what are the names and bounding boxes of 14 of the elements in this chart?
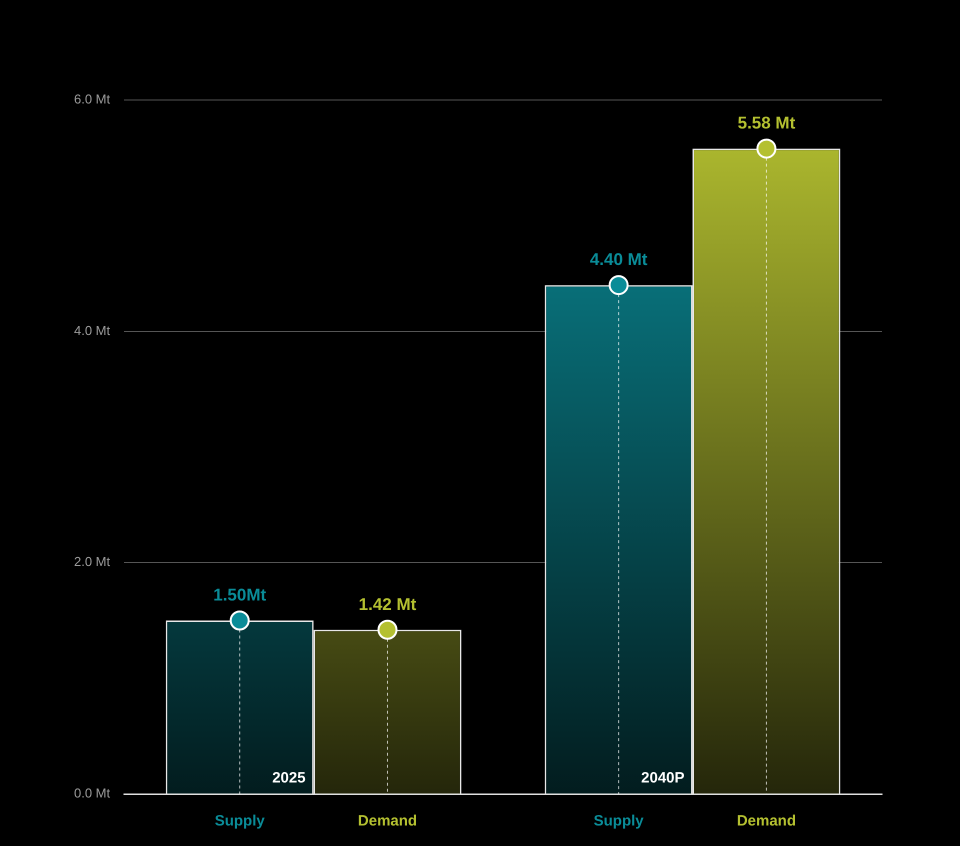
x-tick-label: 2040P <box>641 770 685 787</box>
y-tick-label: 6.0 Mt <box>74 92 111 107</box>
text: Demand <box>736 812 796 830</box>
data-label: 1.42 Mt <box>358 594 417 614</box>
y-tick-label: 2.0 Mt <box>74 554 111 570</box>
data-label: 5.58 Mt <box>738 114 796 133</box>
x-tick-label: 2025 <box>272 770 306 787</box>
data-label: 1.50Mt <box>213 586 266 604</box>
series-label: Supply <box>214 812 266 830</box>
y-tick-label: 4.0 Mt <box>74 322 111 338</box>
text: Supply <box>594 812 644 830</box>
data-label: 4.40 Mt <box>590 250 648 270</box>
y-tick-label: 0.0 Mt <box>74 786 111 801</box>
series-label: Demand <box>358 812 418 830</box>
